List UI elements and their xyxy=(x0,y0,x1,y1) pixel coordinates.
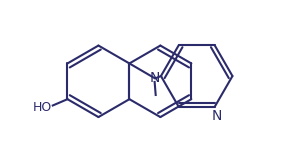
Text: N: N xyxy=(212,109,222,123)
Text: N: N xyxy=(149,71,160,85)
Text: HO: HO xyxy=(32,101,52,114)
